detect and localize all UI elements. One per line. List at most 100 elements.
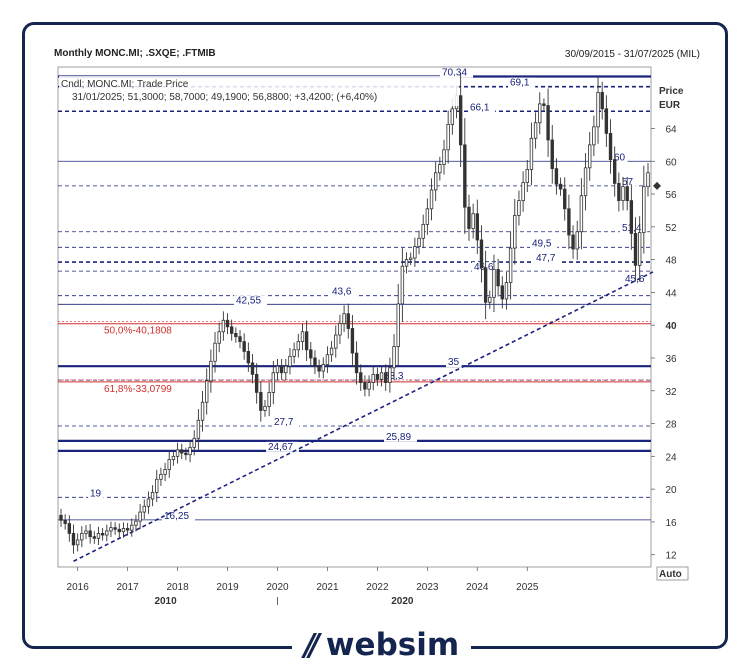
level-label-bg: [440, 67, 473, 78]
candle-body: [563, 188, 567, 210]
candle-body: [325, 354, 330, 365]
candle-body: [546, 105, 550, 141]
candle-body: [629, 200, 634, 234]
y-tick-label: 64: [665, 124, 677, 135]
level-label-bg: [384, 431, 417, 442]
candle-body: [571, 234, 575, 250]
candle-body: [588, 144, 592, 169]
y-tick-label: 40: [665, 321, 677, 332]
candle-body: [442, 149, 446, 165]
candle-body: [221, 319, 226, 333]
x-tick-label: 2017: [116, 582, 139, 593]
candle-body: [613, 159, 617, 184]
x-tick-label: 2019: [216, 582, 239, 593]
y-tick-label: 44: [665, 288, 677, 299]
y-tick-label: 24: [665, 452, 677, 463]
candle-body: [379, 372, 384, 380]
level-label-bg: [620, 176, 636, 187]
fibonacci-label: 61,8%-33,0799: [104, 384, 172, 395]
candle-body: [271, 372, 276, 393]
candle-body: [296, 341, 300, 351]
y-tick-label: 12: [665, 551, 677, 562]
x-decade-label: 2020: [391, 596, 414, 607]
candle-body: [205, 380, 209, 403]
level-label-bg: [266, 441, 299, 452]
candle-body: [171, 455, 176, 461]
candle-body: [229, 326, 234, 334]
candle-body: [500, 285, 504, 300]
candle-body: [338, 323, 342, 336]
level-label-bg: [508, 77, 536, 88]
candle-body: [150, 492, 155, 500]
candle-body: [234, 332, 238, 338]
candle-body: [138, 511, 142, 522]
x-tick-label: 2024: [466, 582, 489, 593]
candle-body: [467, 206, 471, 229]
candle-body: [529, 137, 534, 170]
candle-body: [188, 446, 192, 456]
level-label-bg: [272, 417, 300, 428]
level-label: 27,7: [274, 417, 294, 428]
level-label-bg: [530, 238, 558, 249]
candle-body: [421, 223, 425, 239]
candle-body: [329, 347, 334, 356]
fibonacci-label-bg: [102, 324, 179, 336]
candle-body: [117, 528, 121, 533]
x-tick-label: 2022: [366, 582, 389, 593]
candle-body: [84, 530, 88, 534]
websim-mark-icon: //: [304, 627, 320, 663]
candle-body: [604, 108, 609, 134]
candle-body: [100, 532, 105, 536]
auto-scale-button[interactable]: [656, 566, 689, 581]
candle-body: [250, 362, 255, 375]
candle-body: [313, 357, 317, 367]
candle-body: [463, 144, 467, 208]
candle-body: [446, 123, 450, 151]
level-label-bg: [620, 222, 648, 233]
candle-body: [488, 296, 492, 303]
candle-body: [163, 469, 167, 475]
level-label: 16,25: [164, 511, 189, 522]
y-tick-label: 48: [665, 256, 677, 267]
candle-body: [400, 265, 405, 305]
candle-body: [242, 341, 246, 352]
candle-body: [284, 365, 288, 374]
candle-body: [59, 514, 63, 521]
x-tick-label: 2020: [266, 582, 289, 593]
candle-body: [621, 186, 625, 202]
candle-body: [105, 530, 109, 536]
candle-body: [259, 392, 263, 411]
legend-line-2: 31/01/2025; 51,3000; 58,7000; 49,1900; 5…: [72, 92, 377, 103]
candle-body: [554, 168, 559, 185]
candle-body: [125, 528, 130, 531]
level-label: 57: [622, 177, 634, 188]
chart-panel: Monthly MONC.MI; .SXQE; .FTMIB 30/09/201…: [50, 45, 700, 620]
candle-body: [175, 449, 180, 457]
candle-body: [429, 189, 434, 210]
level-label-bg: [446, 357, 462, 368]
candle-body: [267, 392, 271, 407]
candle-body: [67, 523, 72, 534]
candle-body: [608, 132, 613, 161]
y-tick-label: 60: [665, 157, 677, 168]
y-tick-label: 52: [665, 223, 677, 234]
candle-body: [600, 92, 604, 110]
candle-body: [317, 365, 321, 372]
candle-body: [134, 520, 138, 526]
candle-body: [213, 342, 217, 362]
trendline: [73, 271, 654, 562]
candle-body: [309, 349, 313, 359]
candle-body: [642, 186, 646, 233]
price-chart[interactable]: 70,3469,166,1605751,449,547,746,643,642,…: [50, 45, 700, 620]
candle-body: [209, 360, 213, 382]
candle-body: [71, 532, 76, 546]
candle-body: [300, 331, 305, 342]
candle-body: [292, 349, 296, 357]
candle-body: [96, 532, 101, 539]
level-label: 69,1: [510, 78, 530, 89]
candle-body: [475, 213, 480, 241]
candle-body: [508, 247, 513, 283]
candle-body: [146, 498, 151, 507]
candle-body: [180, 449, 184, 454]
x-tick-label: 2021: [316, 582, 339, 593]
